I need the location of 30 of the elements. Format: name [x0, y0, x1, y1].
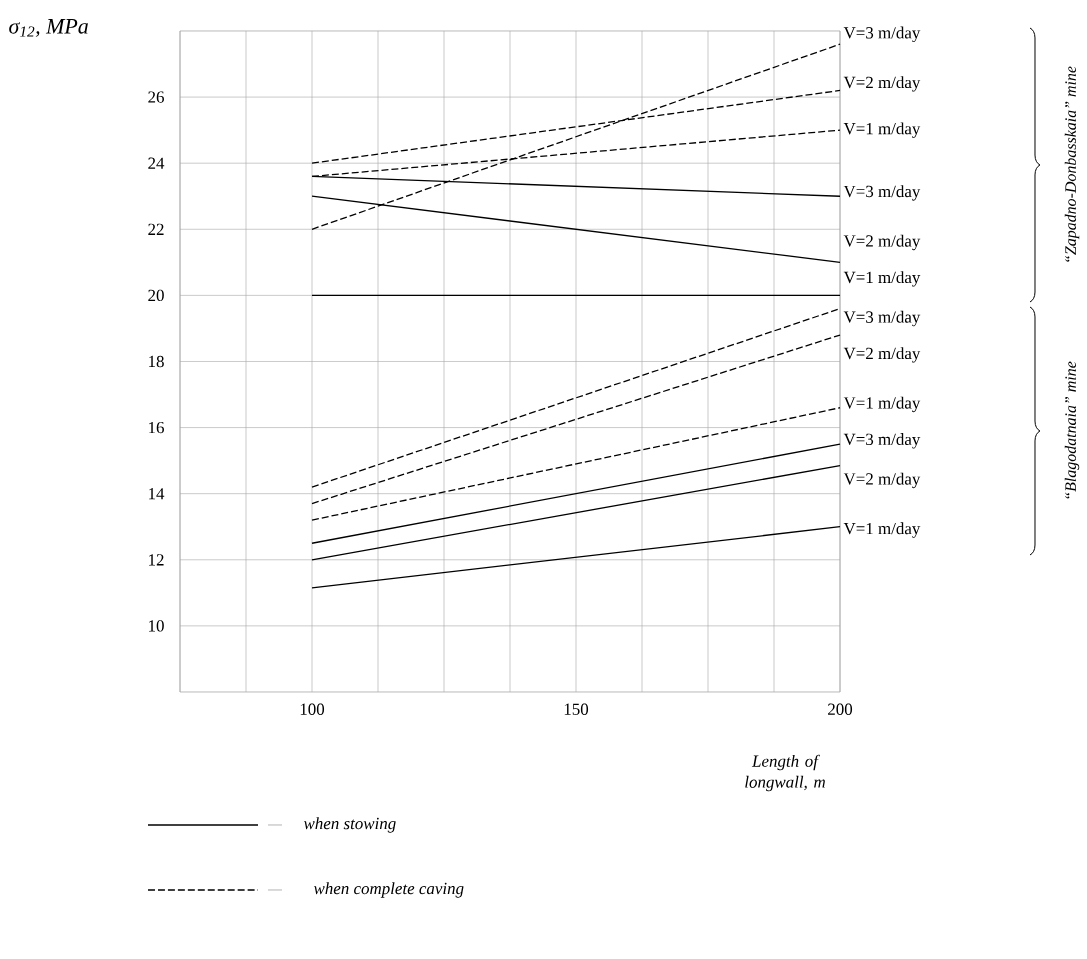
y-tick-label: 22	[148, 223, 164, 235]
x-tick-label: 100	[300, 703, 325, 715]
x-tick-label: 200	[828, 703, 853, 715]
text: “Zapadno-Donbasskaia” mine	[1064, 66, 1080, 262]
x-axis-title: Length of longwall, m	[745, 754, 825, 792]
text: when stowing	[303, 817, 396, 833]
series-label: V=3 m/day	[843, 185, 921, 201]
series-label: V=2 m/day	[843, 472, 921, 489]
series-label: V=3 m/day	[843, 26, 921, 42]
series-label: V=1 m/day	[843, 522, 921, 538]
y-tick-label: 16	[149, 421, 164, 434]
y-tick-label: 26	[148, 91, 164, 103]
text: when complete caving	[313, 882, 464, 898]
series-label: V=2 m/day	[843, 76, 921, 92]
y-tick-label: 18	[149, 355, 164, 368]
y-tick-label: 14	[149, 488, 165, 500]
y-axis-title: σ$_{12}$, MPa	[9, 19, 88, 37]
y-tick-label: 20	[148, 289, 164, 302]
y-tick-label: 12	[149, 554, 164, 566]
series-label: V=3 m/day	[843, 310, 921, 327]
series-label: V=3 m/day	[843, 433, 921, 449]
x-tick-label: 150	[564, 703, 589, 715]
series-label: V=1 m/day	[843, 396, 921, 413]
series-label: V=2 m/day	[843, 347, 921, 363]
series-label: V=2 m/day	[843, 234, 921, 251]
series-label: V=1 m/day	[843, 271, 921, 287]
y-tick-label: 24	[148, 157, 165, 169]
y-tick-label: 10	[149, 620, 164, 632]
text: “Blagodatnaia” mine	[1064, 361, 1080, 499]
series-label: V=1 m/day	[843, 122, 921, 138]
